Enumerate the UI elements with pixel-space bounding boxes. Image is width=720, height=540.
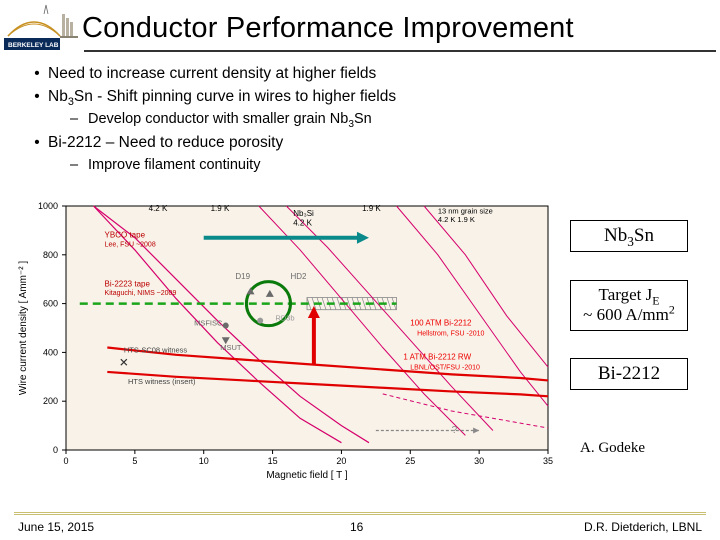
footer-date: June 15, 2015 xyxy=(18,520,94,534)
svg-text:RD3b: RD3b xyxy=(275,314,294,323)
svg-text:HTS-SC08 witness: HTS-SC08 witness xyxy=(124,345,188,354)
svg-text:4.2 K 1.9 K: 4.2 K 1.9 K xyxy=(438,215,475,224)
svg-text:25: 25 xyxy=(405,456,415,466)
svg-text:30: 30 xyxy=(474,456,484,466)
svg-text:1.9 K: 1.9 K xyxy=(362,204,381,213)
svg-text:D19: D19 xyxy=(235,272,250,281)
svg-text:Lee, FSU ~2008: Lee, FSU ~2008 xyxy=(105,241,156,248)
svg-text:YBCO tape: YBCO tape xyxy=(105,231,146,240)
bullet-list: •Need to increase current density at hig… xyxy=(26,64,396,180)
svg-text:400: 400 xyxy=(43,347,58,357)
svg-text:15: 15 xyxy=(268,456,278,466)
svg-text:Wire current density [ Amm⁻² ]: Wire current density [ Amm⁻² ] xyxy=(18,261,29,395)
bullet-1: •Need to increase current density at hig… xyxy=(26,64,396,85)
svg-text:600: 600 xyxy=(43,299,58,309)
slide: BERKELEY LAB Conductor Performance Impro… xyxy=(0,0,720,540)
svg-text:Kitaguchi, NIMS ~2009: Kitaguchi, NIMS ~2009 xyxy=(105,290,177,297)
label-nb3sn: Nb3Sn xyxy=(570,220,688,252)
svg-text:10: 10 xyxy=(199,456,209,466)
svg-text:BERKELEY LAB: BERKELEY LAB xyxy=(8,42,59,49)
footer-rule xyxy=(14,512,706,513)
svg-text:Nb₃Si: Nb₃Si xyxy=(293,209,314,218)
label-bi2212: Bi-2212 xyxy=(570,358,688,390)
svg-text:4.2 K: 4.2 K xyxy=(293,219,312,228)
svg-text:20: 20 xyxy=(336,456,346,466)
svg-text:35: 35 xyxy=(543,456,553,466)
svg-text:0: 0 xyxy=(53,445,58,455)
svg-text:100 ATM Bi-2212: 100 ATM Bi-2212 xyxy=(410,319,472,328)
label-target: Target JE ~ 600 A/mm2 xyxy=(570,280,688,331)
svg-text:HTS witness (insert): HTS witness (insert) xyxy=(128,377,196,386)
bullet-3-sub: –Improve filament continuity xyxy=(70,156,396,176)
label-godeke: A. Godeke xyxy=(580,440,645,457)
svg-text:5: 5 xyxy=(132,456,137,466)
footer-page: 16 xyxy=(350,520,363,534)
svg-text:0: 0 xyxy=(63,456,68,466)
bullet-2: •Nb3Sn - Shift pinning curve in wires to… xyxy=(26,87,396,108)
bullet-3: •Bi-2212 – Need to reduce porosity xyxy=(26,133,396,154)
svg-text:4.2 K: 4.2 K xyxy=(149,204,168,213)
bullet-3-text: Bi-2212 – Need to reduce porosity xyxy=(48,134,283,151)
lbnl-logo: BERKELEY LAB xyxy=(4,2,80,54)
bullet-1-text: Need to increase current density at high… xyxy=(48,65,376,82)
svg-text:MSUT: MSUT xyxy=(220,343,242,352)
svg-text:LBNL/OST/FSU -2010: LBNL/OST/FSU -2010 xyxy=(410,364,480,371)
footer-author: D.R. Dietderich, LBNL xyxy=(584,520,702,534)
svg-text:HD2: HD2 xyxy=(290,272,307,281)
svg-text:1000: 1000 xyxy=(38,201,58,211)
svg-text:200: 200 xyxy=(43,396,58,406)
svg-text:MSFISC: MSFISC xyxy=(194,319,223,328)
svg-text:800: 800 xyxy=(43,250,58,260)
svg-text:1.9 K: 1.9 K xyxy=(211,204,230,213)
chart: 0 5 10 15 20 25 30 35 0 200 400 600 800 1000 Magnetic … xyxy=(14,200,554,480)
bullet-2-sub: –Develop conductor with smaller grain Nb… xyxy=(70,110,396,130)
svg-text:1 ATM Bi-2212 RW: 1 ATM Bi-2212 RW xyxy=(403,353,471,362)
svg-text:Hellstrom, FSU -2010: Hellstrom, FSU -2010 xyxy=(417,330,484,337)
footer-rule-2 xyxy=(14,514,706,515)
footer: June 15, 2015 16 D.R. Dietderich, LBNL xyxy=(0,512,720,540)
slide-title: Conductor Performance Improvement xyxy=(82,12,574,45)
svg-text:?: ? xyxy=(452,425,458,436)
svg-text:Bi-2223 tape: Bi-2223 tape xyxy=(105,280,151,289)
svg-text:Magnetic field [ T ]: Magnetic field [ T ] xyxy=(266,470,348,480)
title-underline xyxy=(84,50,716,52)
